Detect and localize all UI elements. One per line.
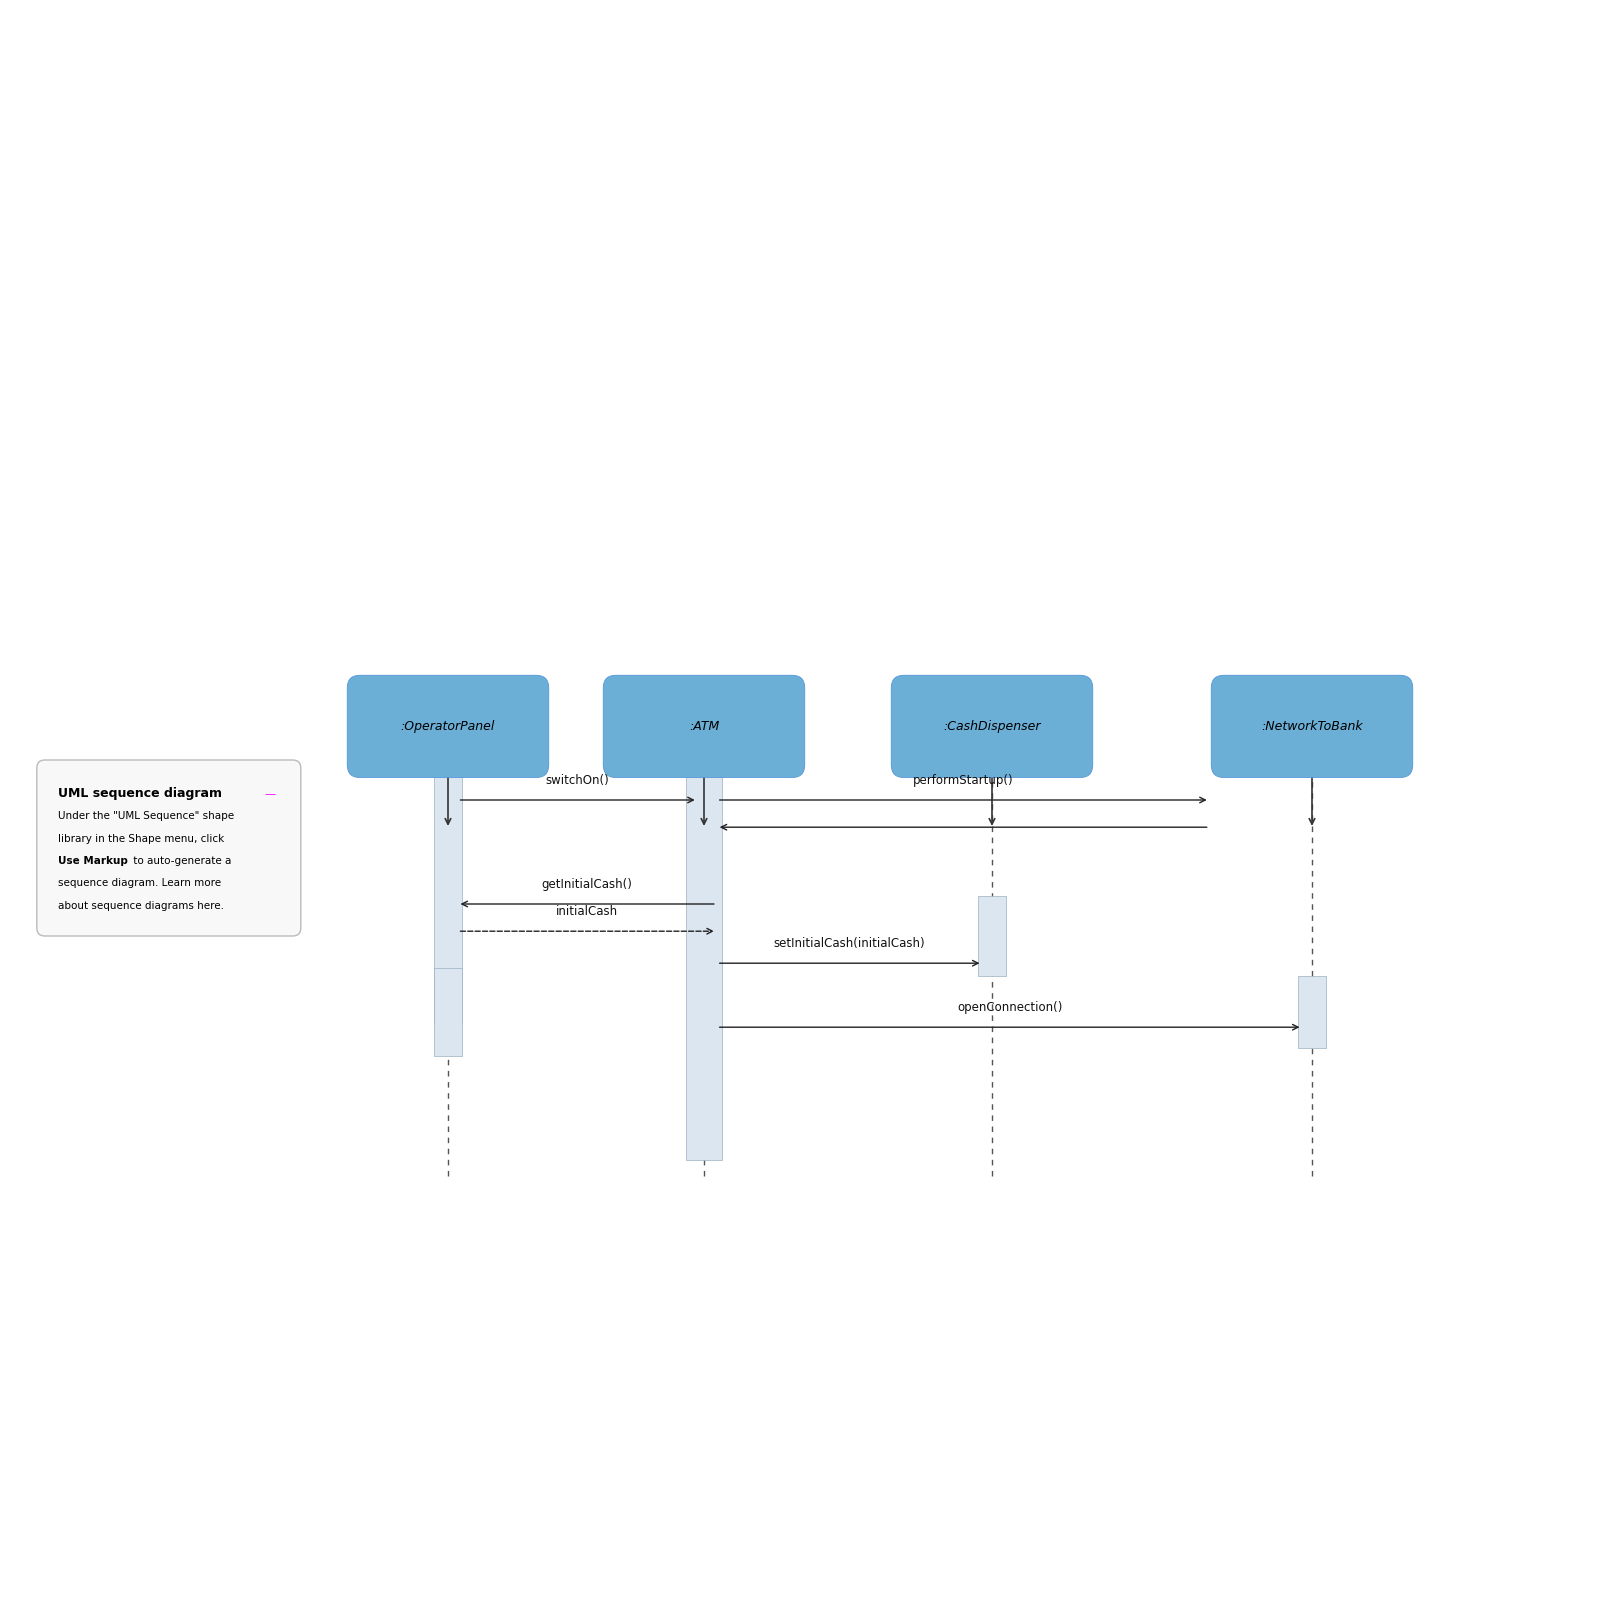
FancyBboxPatch shape	[1211, 675, 1413, 778]
Text: performStartup(): performStartup()	[914, 774, 1013, 787]
FancyBboxPatch shape	[347, 675, 549, 778]
Text: setInitialCash(initialCash): setInitialCash(initialCash)	[774, 938, 925, 950]
FancyBboxPatch shape	[891, 675, 1093, 778]
Bar	[1298, 976, 1326, 1048]
Text: to auto-generate a: to auto-generate a	[130, 856, 230, 866]
FancyBboxPatch shape	[603, 675, 805, 778]
Text: about sequence diagrams here.: about sequence diagrams here.	[58, 901, 224, 910]
Text: Use Markup: Use Markup	[58, 856, 128, 866]
Text: :NetworkToBank: :NetworkToBank	[1261, 720, 1363, 733]
Bar	[978, 896, 1006, 976]
Text: :CashDispenser: :CashDispenser	[944, 720, 1040, 733]
Text: :OperatorPanel: :OperatorPanel	[402, 720, 494, 733]
Bar	[686, 776, 722, 1160]
Text: —: —	[264, 789, 275, 798]
Text: openConnection(): openConnection()	[957, 1002, 1062, 1014]
FancyBboxPatch shape	[37, 760, 301, 936]
Text: getInitialCash(): getInitialCash()	[542, 878, 632, 891]
Text: Under the "UML Sequence" shape: Under the "UML Sequence" shape	[58, 811, 234, 821]
Text: UML sequence diagram: UML sequence diagram	[58, 787, 221, 800]
Bar	[434, 968, 462, 1056]
Text: library in the Shape menu, click: library in the Shape menu, click	[58, 834, 224, 843]
Text: :ATM: :ATM	[690, 720, 718, 733]
Text: sequence diagram. Learn more: sequence diagram. Learn more	[58, 878, 221, 888]
Bar	[434, 776, 462, 1024]
Text: initialCash: initialCash	[557, 906, 618, 918]
Text: switchOn(): switchOn()	[546, 774, 610, 787]
